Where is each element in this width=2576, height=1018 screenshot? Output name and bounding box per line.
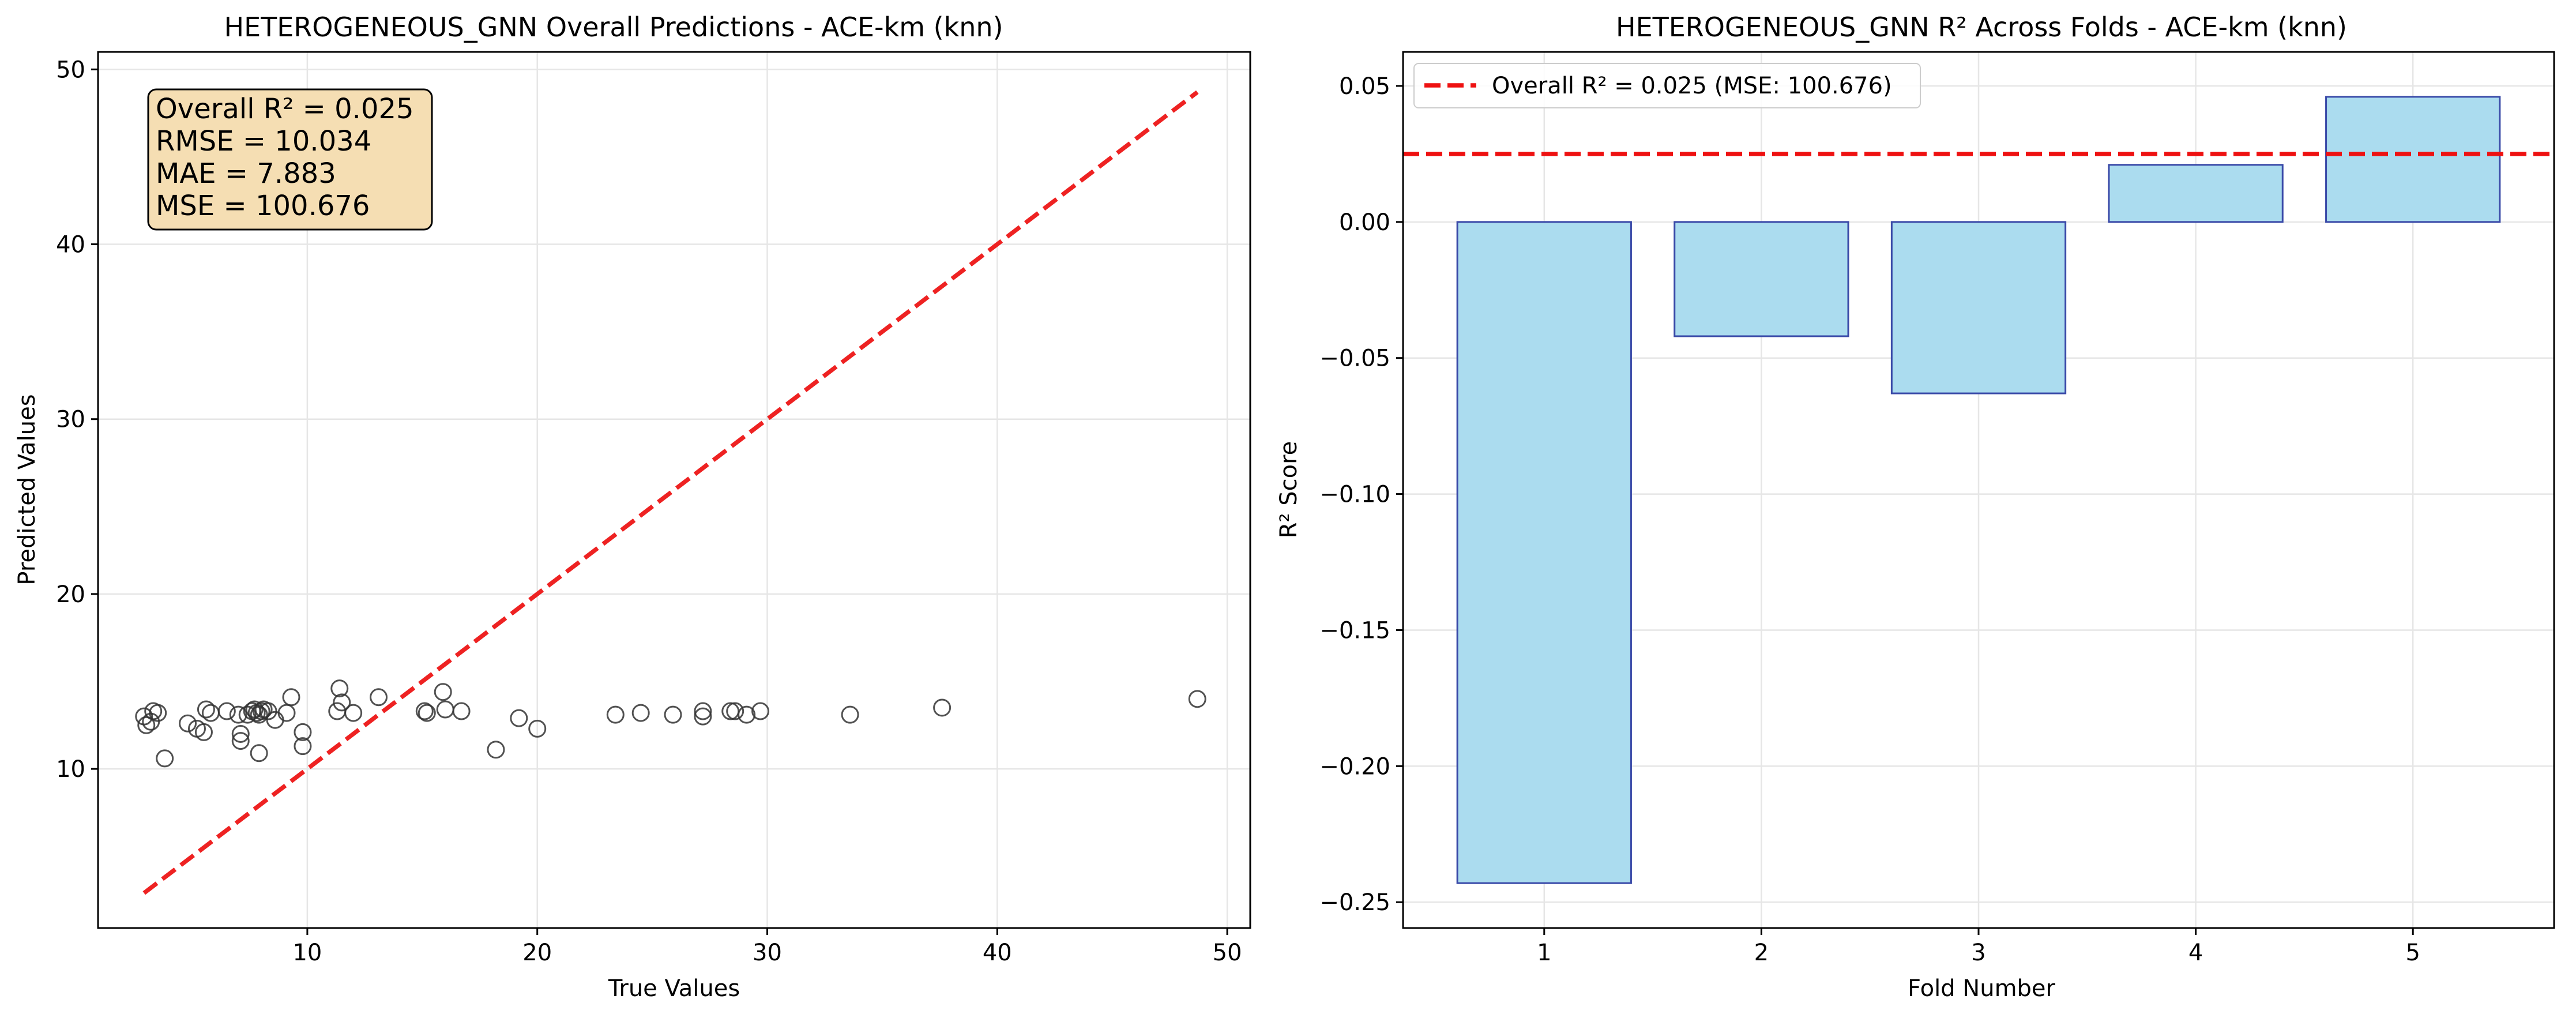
y-tick-label: 0.00 — [1339, 209, 1390, 236]
bar-fold-5 — [2325, 96, 2501, 223]
data-point — [194, 723, 213, 741]
data-point — [245, 700, 264, 719]
data-point — [370, 688, 388, 707]
identity-line — [142, 90, 1199, 895]
bar-ticks: 1 2 3 4 5 0.05 0.00 −0.05 −0.10 −0.15 −0.20 −0.25 — [1319, 73, 2420, 966]
bar-panel: HETEROGENEOUS_GNN R² Across Folds - ACE-… — [1276, 12, 2555, 1002]
x-tick-label: 40 — [983, 940, 1012, 966]
y-tick-label: −0.15 — [1319, 617, 1390, 644]
bar-series — [1456, 96, 2501, 884]
data-point — [436, 700, 454, 719]
scatter-plot-frame — [97, 51, 1251, 929]
stats-box-background — [147, 88, 433, 231]
bar-x-axis-label: Fold Number — [1908, 975, 2056, 1002]
data-point — [250, 744, 268, 762]
data-point — [229, 705, 247, 724]
bar-fold-3 — [1890, 221, 2067, 395]
data-point — [149, 704, 167, 722]
stats-r2: Overall R² = 0.025 — [156, 93, 414, 125]
data-point — [344, 704, 363, 722]
data-point — [694, 707, 712, 726]
y-tick-label: 10 — [56, 756, 85, 783]
legend: Overall R² = 0.025 (MSE: 100.676) — [1413, 63, 1921, 108]
x-tick-label: 3 — [1971, 940, 1985, 966]
data-point — [250, 705, 268, 724]
y-tick-label: 50 — [56, 57, 85, 83]
bar-fold-2 — [1674, 221, 1849, 337]
data-point — [606, 705, 625, 724]
x-tick-label: 2 — [1754, 940, 1769, 966]
data-point — [201, 704, 220, 722]
data-point — [434, 683, 452, 701]
x-tick-label: 20 — [522, 940, 552, 966]
y-tick-label: −0.05 — [1319, 345, 1390, 372]
data-point — [277, 704, 296, 722]
x-tick-label: 50 — [1213, 940, 1242, 966]
data-point — [487, 741, 505, 759]
data-point — [282, 688, 300, 707]
y-tick-label: 0.05 — [1339, 73, 1390, 100]
bar-fold-4 — [2108, 164, 2284, 223]
stats-box: Overall R² = 0.025 RMSE = 10.034 MAE = 7… — [147, 88, 433, 231]
data-point — [751, 702, 770, 720]
x-tick-label: 1 — [1537, 940, 1551, 966]
stats-mse: MSE = 100.676 — [156, 190, 370, 222]
data-point — [664, 705, 682, 724]
x-tick-label: 4 — [2188, 940, 2203, 966]
legend-box — [1413, 63, 1921, 108]
data-point — [694, 702, 712, 720]
y-tick-label: −0.20 — [1319, 753, 1390, 780]
data-point — [841, 705, 859, 724]
data-point — [738, 705, 756, 724]
data-point — [231, 724, 250, 743]
data-point — [137, 716, 156, 734]
data-point — [631, 704, 650, 722]
data-point — [231, 732, 250, 750]
data-point — [528, 719, 547, 738]
scatter-ticks: 10 20 30 40 50 10 20 30 40 50 — [56, 57, 1242, 966]
data-point — [726, 702, 744, 720]
data-point — [179, 714, 197, 732]
y-tick-label: −0.25 — [1319, 889, 1390, 916]
legend-label: Overall R² = 0.025 (MSE: 100.676) — [1492, 73, 1892, 99]
data-point — [1188, 690, 1206, 708]
scatter-points — [135, 679, 1206, 768]
y-tick-label: 30 — [56, 407, 85, 433]
scatter-title: HETEROGENEOUS_GNN Overall Predictions - … — [224, 12, 1003, 43]
scatter-x-axis-label: True Values — [608, 975, 740, 1002]
data-point — [294, 723, 312, 741]
data-point — [197, 700, 215, 719]
data-point — [252, 702, 270, 720]
x-tick-label: 30 — [753, 940, 782, 966]
bar-y-axis-label: R² Score — [1276, 441, 1302, 539]
data-point — [933, 698, 952, 717]
bar-title: HETEROGENEOUS_GNN R² Across Folds - ACE-… — [1616, 12, 2347, 43]
y-tick-label: −0.10 — [1319, 482, 1390, 508]
data-point — [333, 693, 351, 712]
data-point — [156, 749, 174, 768]
y-tick-label: 20 — [56, 581, 85, 608]
data-point — [294, 737, 312, 756]
scatter-panel: HETEROGENEOUS_GNN Overall Predictions - … — [14, 12, 1251, 1002]
x-tick-label: 5 — [2405, 940, 2420, 966]
data-point — [217, 702, 236, 720]
scatter-y-axis-label: Predicted Values — [14, 394, 40, 585]
x-tick-label: 10 — [292, 940, 322, 966]
stats-rmse: RMSE = 10.034 — [156, 125, 371, 157]
bar-plot-frame — [1402, 51, 2555, 929]
scatter-grid — [98, 52, 1250, 928]
data-point — [415, 702, 434, 720]
data-point — [418, 704, 436, 722]
stats-mae: MAE = 7.883 — [156, 157, 336, 190]
data-point — [330, 679, 349, 698]
y-tick-label: 40 — [56, 232, 85, 258]
bar-fold-1 — [1456, 221, 1632, 884]
data-point — [452, 702, 471, 720]
data-point — [510, 709, 528, 727]
